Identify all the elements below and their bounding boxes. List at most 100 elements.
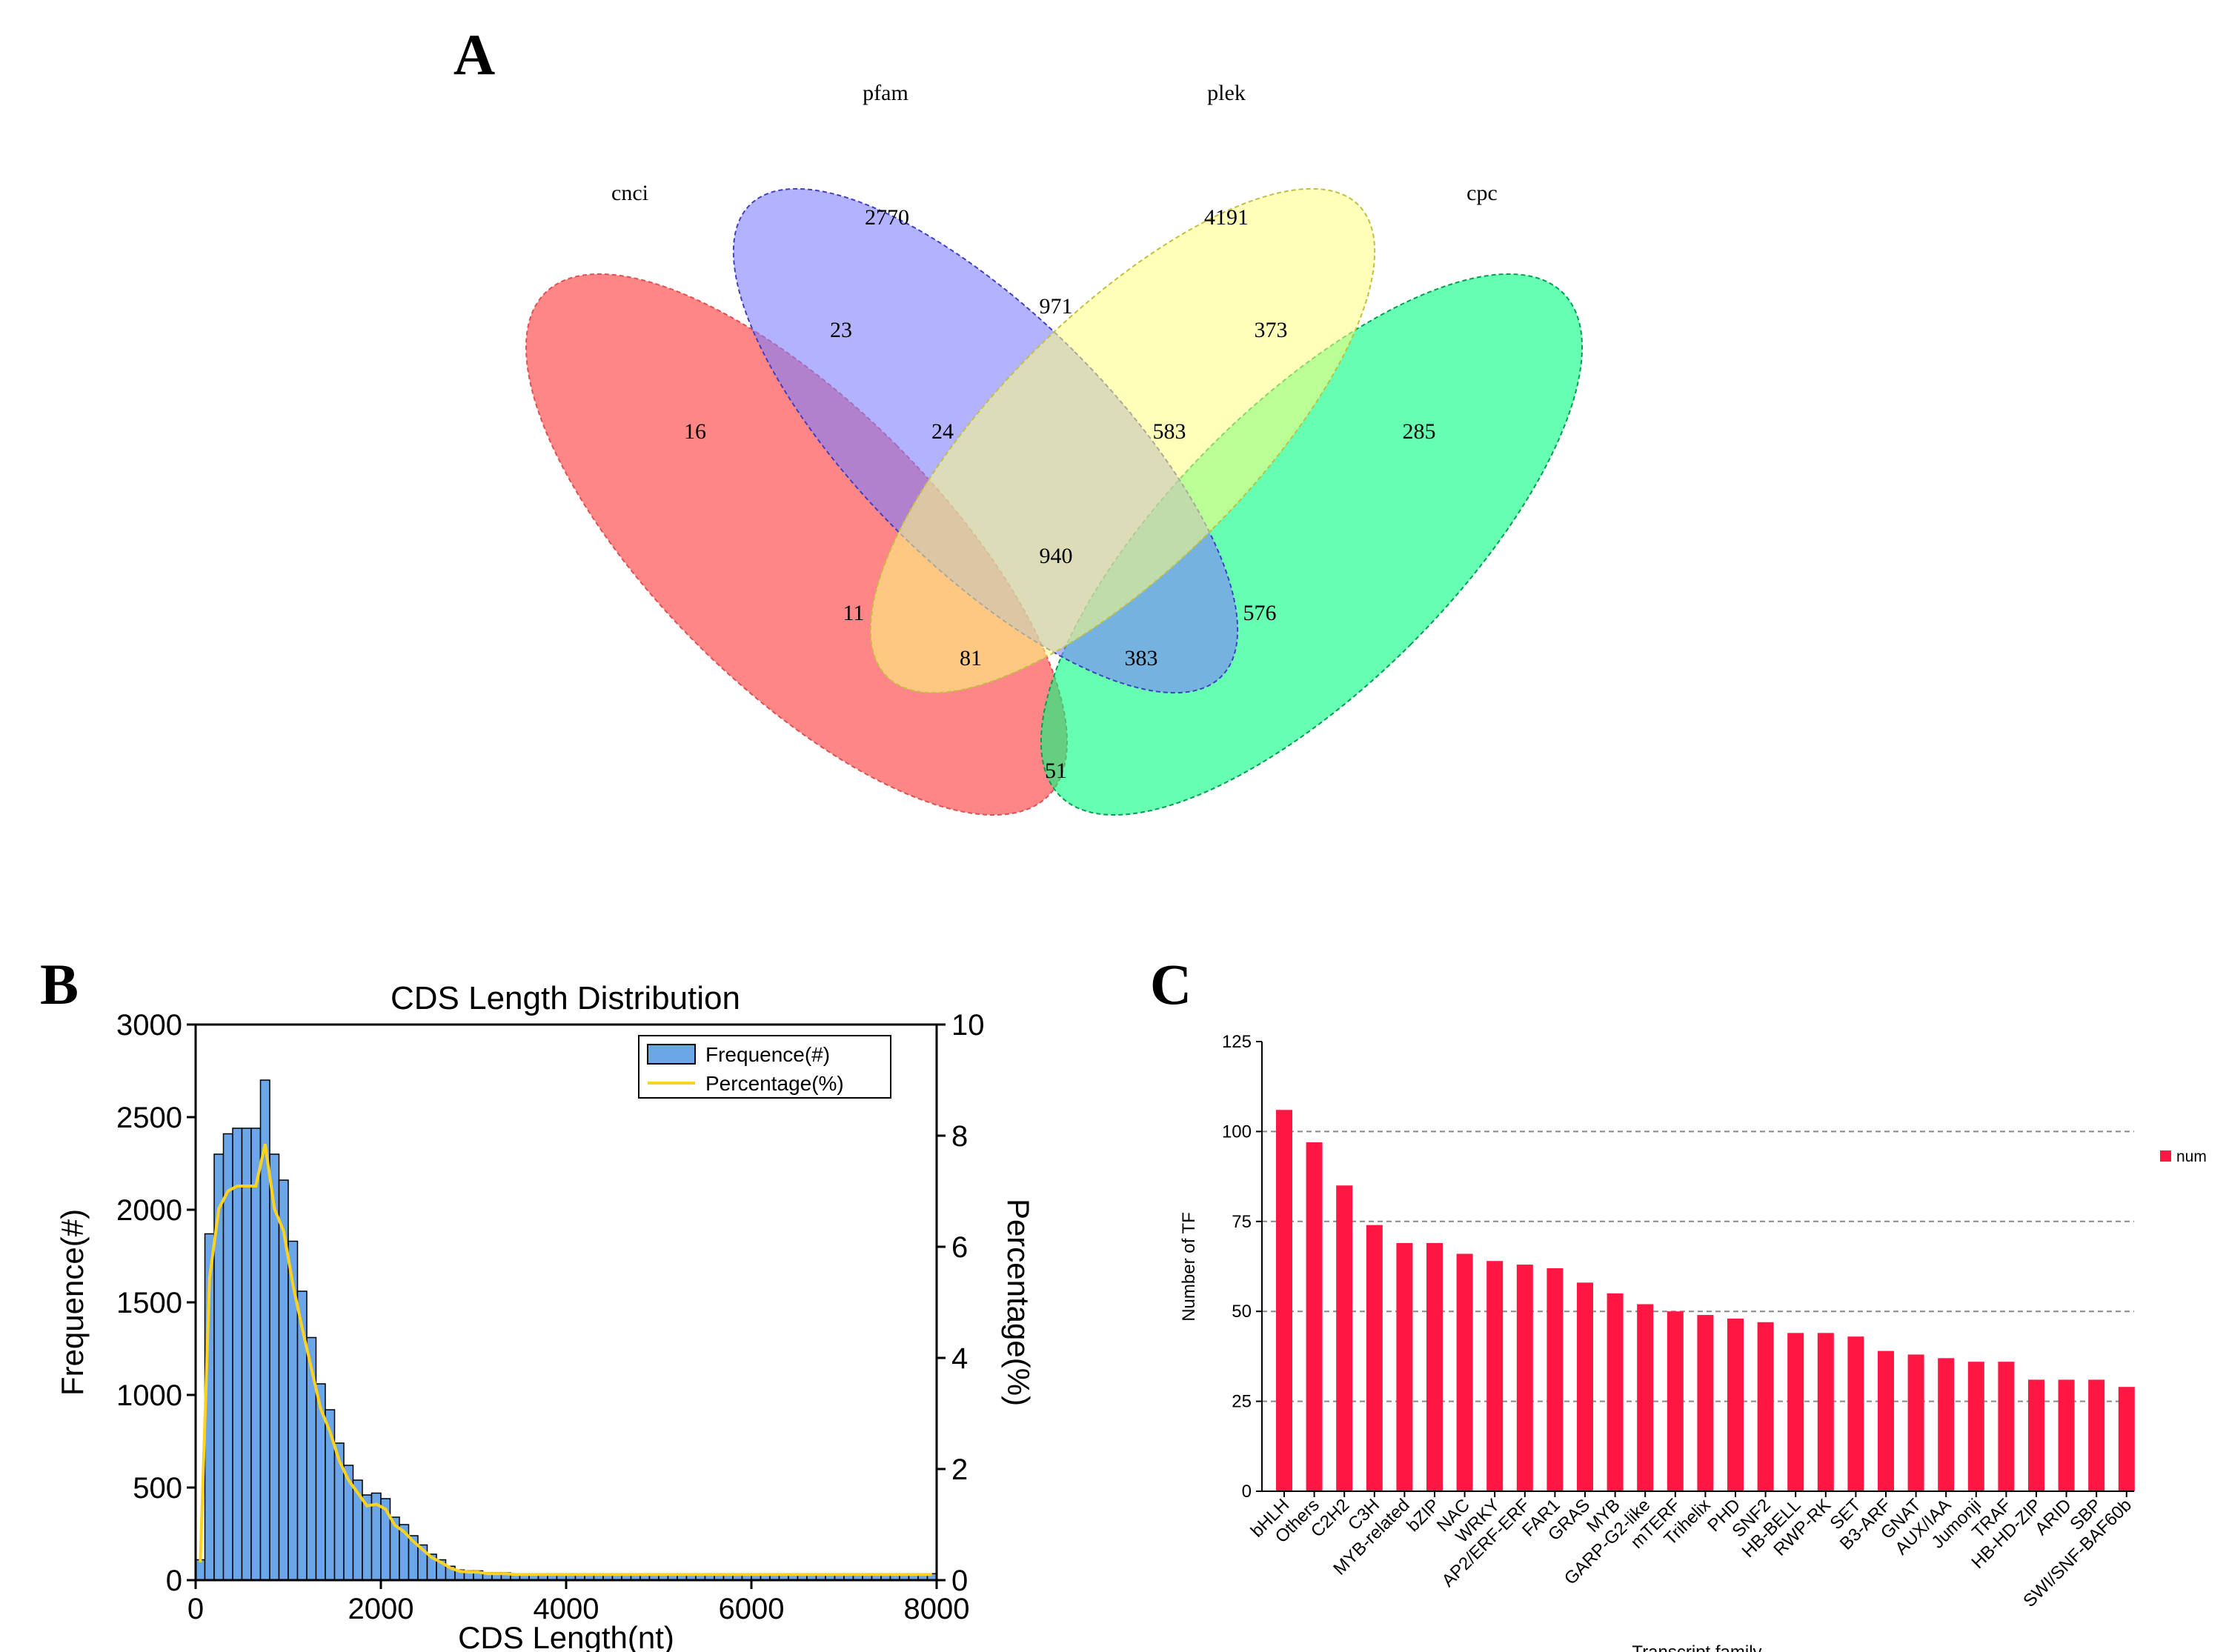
tf-bar: [1998, 1362, 2015, 1491]
tf-y-tick-label: 125: [1222, 1032, 1252, 1052]
venn-count-pfam-plek: 971: [1040, 294, 1073, 319]
tf-bar: [1667, 1311, 1684, 1491]
venn-count-cnci: 16: [684, 419, 706, 444]
tf-bar: [1396, 1242, 1413, 1491]
tf-bar: [1938, 1358, 1955, 1491]
histogram-x-ticks: 0 2000 4000 6000 8000: [187, 1580, 970, 1625]
legend-label-frequence: Frequence(#): [705, 1043, 830, 1066]
histogram-x-tick-label: 2000: [348, 1593, 414, 1625]
venn-count-pfam: 2770: [865, 205, 909, 230]
venn-count-pfam-cpc: 576: [1243, 601, 1277, 625]
tf-family-bar-chart: 0 25 50 75 100 125 bHLHOthersC2H2C3HMYB-relat…: [1179, 1032, 2207, 1652]
histogram-bar: [278, 1179, 289, 1581]
histogram-title: CDS Length Distribution: [391, 980, 740, 1016]
histogram-x-tick-label: 6000: [719, 1593, 785, 1625]
tf-bar: [1817, 1333, 1834, 1491]
histogram-y2-label: Percentage(%): [1001, 1199, 1036, 1406]
histogram-x-tick-label: 4000: [534, 1593, 599, 1625]
tf-x-labels: bHLHOthersC2H2C3HMYB-relatedbZIPNACWRKYA…: [1247, 1491, 2136, 1611]
tf-bar: [1366, 1225, 1383, 1491]
venn-set-label-cnci: cnci: [611, 181, 648, 205]
venn-set-label-pfam: pfam: [863, 81, 908, 105]
tf-bar: [1697, 1315, 1714, 1491]
histogram-y-label: Frequence(#): [55, 1209, 90, 1396]
tf-bar: [1967, 1362, 1984, 1491]
histogram-bar: [288, 1240, 299, 1581]
histogram-y-tick-label: 2000: [116, 1194, 182, 1227]
histogram-y2-ticks: 0 2 4 6 8 10: [937, 1009, 985, 1597]
tf-bar: [1276, 1110, 1292, 1491]
tf-y-tick-label: 100: [1222, 1122, 1252, 1142]
histogram-y2-tick-label: 10: [951, 1009, 985, 1042]
histogram-bar: [195, 1559, 206, 1581]
venn-set-label-plek: plek: [1207, 81, 1246, 105]
legend-swatch-frequence: [647, 1044, 696, 1065]
tf-bar: [2088, 1379, 2105, 1491]
histogram-y-tick-label: 3000: [116, 1009, 182, 1042]
histogram-x-tick-label: 8000: [904, 1593, 970, 1625]
tf-bar: [1546, 1268, 1564, 1491]
histogram-y2-tick-label: 4: [951, 1342, 968, 1375]
tf-bar: [1426, 1242, 1443, 1491]
venn-count-plek: 4191: [1204, 205, 1249, 230]
tf-bar: [2058, 1379, 2075, 1491]
histogram-y2-tick-label: 0: [951, 1565, 968, 1597]
histogram-x-tick-label: 0: [187, 1593, 204, 1625]
venn-count-cnci-pfam: 23: [830, 318, 852, 342]
cds-length-histogram: CDS Length Distribution 0 2000 4000 6000 800…: [55, 980, 1036, 1652]
histogram-bar: [222, 1133, 233, 1581]
venn-set-label-cpc: cpc: [1466, 181, 1498, 205]
panel-letter-a: A: [453, 22, 495, 87]
tf-bar: [1456, 1253, 1473, 1491]
tf-bar: [1577, 1282, 1593, 1491]
tf-bar: [1306, 1142, 1323, 1491]
tf-y-tick-label: 75: [1232, 1212, 1252, 1232]
venn-count-cnci-plek-cpc: 81: [960, 646, 982, 670]
venn-count-cpc: 285: [1403, 419, 1436, 444]
legend-label-percentage: Percentage(%): [705, 1072, 844, 1095]
venn-ellipse-plek: [869, 187, 1376, 694]
tf-bar: [1787, 1333, 1804, 1491]
histogram-y-ticks: 0 500 1000 1500 2000 2500 3000: [116, 1009, 196, 1597]
histogram-bar: [232, 1128, 243, 1581]
venn-diagram: cnci pfam plek cpc 16 2770 4191 285 23 9…: [525, 81, 1584, 816]
venn-count-cnci-plek: 11: [843, 601, 865, 625]
histogram-bars: [195, 1079, 937, 1581]
panel-letter-c: C: [1150, 952, 1192, 1016]
histogram-bar: [362, 1494, 373, 1581]
histogram-y-tick-label: 500: [133, 1472, 182, 1505]
histogram-x-label: CDS Length(nt): [458, 1620, 674, 1652]
venn-count-pfam-plek-cpc: 583: [1153, 419, 1186, 444]
histogram-y-tick-label: 1000: [116, 1379, 182, 1412]
venn-count-cnci-pfam-plek: 24: [931, 419, 954, 444]
venn-count-cnci-cpc: 51: [1045, 759, 1067, 783]
histogram-bar: [250, 1128, 262, 1581]
histogram-y2-tick-label: 6: [951, 1231, 968, 1264]
histogram-y2-tick-label: 8: [951, 1120, 968, 1153]
tf-bar: [1336, 1185, 1353, 1491]
percentage-line: [199, 1143, 932, 1576]
tf-x-label: Transcript family: [1632, 1642, 1761, 1652]
tf-bar: [1847, 1336, 1864, 1491]
legend-box: [638, 1035, 891, 1099]
histogram-y-tick-label: 2500: [116, 1102, 182, 1134]
tf-bar: [1727, 1318, 1744, 1491]
histogram-legend: Frequence(#) Percentage(%): [638, 1035, 891, 1099]
tf-bar: [1486, 1261, 1504, 1491]
panel-letter-b: B: [40, 952, 79, 1016]
tf-y-tick-label: 25: [1232, 1392, 1252, 1412]
venn-count-all: 940: [1040, 544, 1073, 568]
tf-bar: [1637, 1304, 1654, 1491]
venn-count-cnci-pfam-cpc: 383: [1125, 646, 1158, 670]
tf-bar: [2118, 1387, 2135, 1491]
tf-bar: [1907, 1354, 1924, 1491]
venn-count-plek-cpc: 373: [1255, 318, 1288, 342]
tf-y-label: Number of TF: [1179, 1212, 1199, 1322]
tf-bar: [1878, 1350, 1894, 1491]
tf-bar: [1757, 1322, 1774, 1491]
tf-bar: [1516, 1265, 1533, 1491]
tf-bar: [1607, 1293, 1624, 1491]
histogram-y2-tick-label: 2: [951, 1453, 968, 1486]
tf-y-tick-label: 0: [1242, 1482, 1252, 1502]
